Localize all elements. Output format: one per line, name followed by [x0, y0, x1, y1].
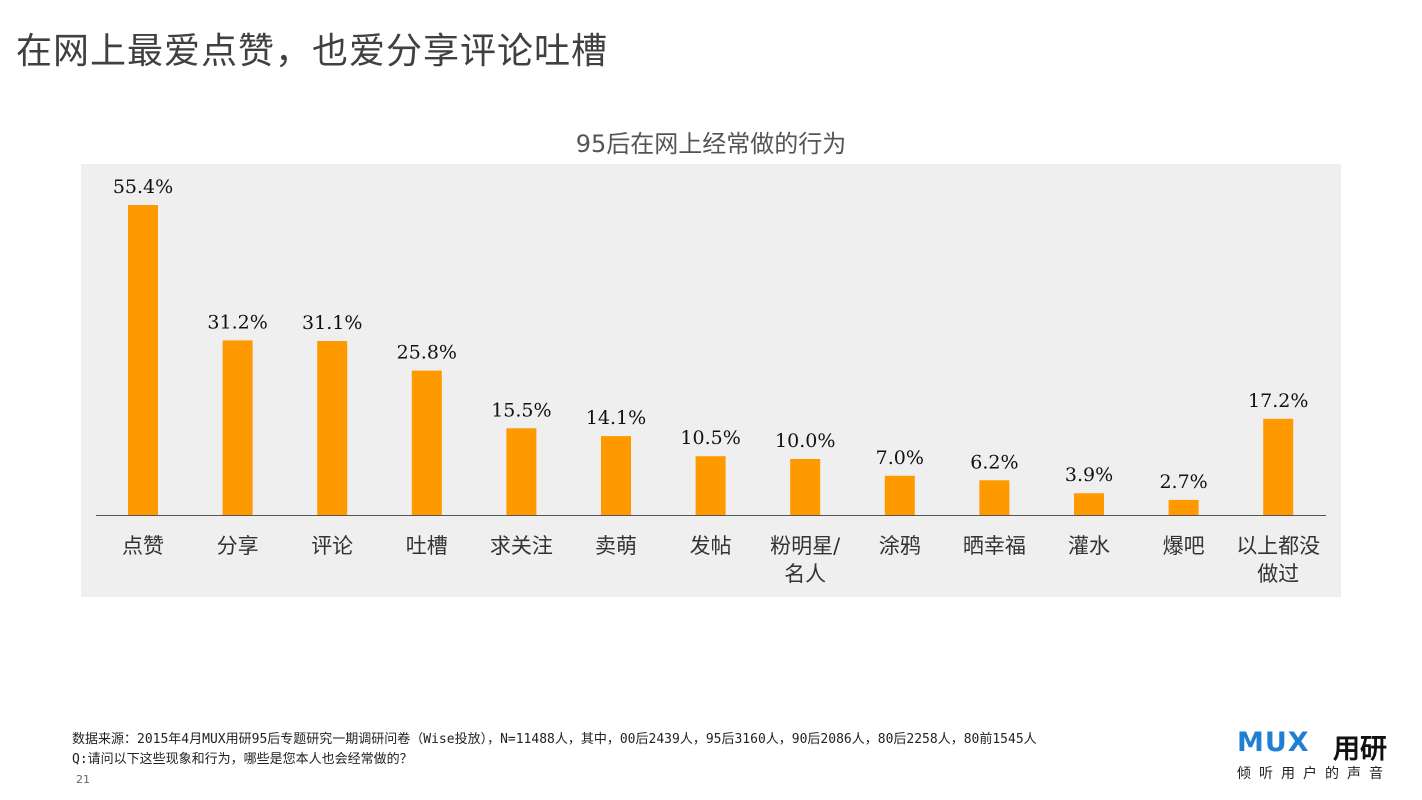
survey-question-note: Q:请问以下这些现象和行为，哪些是您本人也会经常做的？	[72, 752, 413, 767]
category-label: 晒幸福	[963, 534, 1026, 558]
category-label: 吐槽	[406, 534, 448, 558]
bar-value-label: 31.2%	[207, 311, 267, 333]
category-label: 发帖	[690, 534, 732, 558]
bar-6	[695, 456, 726, 515]
bar-7	[790, 459, 821, 515]
data-source-note: 数据来源：2015年4月MUX用研95后专题研究一期调研问卷（Wise投放），N…	[72, 732, 1037, 747]
bar-value-label: 2.7%	[1159, 471, 1207, 493]
bar-value-label: 14.1%	[586, 407, 646, 429]
category-label: 点赞	[122, 534, 164, 558]
category-label: 名人	[784, 562, 826, 586]
bar-value-label: 17.2%	[1248, 390, 1308, 412]
bar-12	[1263, 418, 1294, 515]
bar-value-label: 15.5%	[491, 399, 551, 421]
plot-background	[81, 164, 1341, 597]
bar-0	[128, 205, 158, 515]
category-label: 做过	[1257, 562, 1299, 586]
bar-1	[222, 340, 253, 515]
category-label: 爆吧	[1163, 534, 1205, 558]
bar-4	[506, 428, 537, 515]
bar-value-label: 3.9%	[1065, 464, 1113, 486]
chart-title: 95后在网上经常做的行为	[575, 130, 847, 158]
bar-value-label: 7.0%	[876, 447, 924, 469]
bar-11	[1168, 499, 1199, 515]
category-label: 评论	[311, 534, 353, 558]
category-label: 涂鸦	[879, 534, 921, 558]
category-label: 卖萌	[595, 534, 637, 558]
bar-value-label: 55.4%	[113, 176, 173, 198]
mux-logo: MUX 用研 倾听用户的声音	[1237, 727, 1397, 783]
bar-8	[884, 475, 915, 515]
bar-9	[979, 480, 1010, 515]
bar-10	[1074, 493, 1104, 515]
category-label: 以上都没	[1236, 534, 1320, 558]
logo-name: 用研	[1333, 734, 1387, 765]
category-label: 求关注	[490, 534, 553, 558]
logo-mark: MUX	[1237, 727, 1310, 758]
category-label: 灌水	[1068, 534, 1110, 558]
bar-value-label: 31.1%	[302, 312, 362, 334]
bar-value-label: 25.8%	[397, 342, 457, 364]
bar-value-label: 6.2%	[970, 451, 1018, 473]
bar-5	[601, 436, 631, 515]
bar-2	[317, 341, 348, 515]
logo-tagline: 倾听用户的声音	[1237, 766, 1391, 782]
bar-value-label: 10.5%	[680, 427, 740, 449]
page-number: 21	[76, 773, 90, 786]
page-title: 在网上最爱点赞，也爱分享评论吐槽	[16, 31, 609, 72]
category-label: 粉明星/	[770, 534, 841, 558]
bar-3	[411, 370, 442, 515]
category-label: 分享	[217, 534, 259, 558]
bar-value-label: 10.0%	[775, 430, 835, 452]
